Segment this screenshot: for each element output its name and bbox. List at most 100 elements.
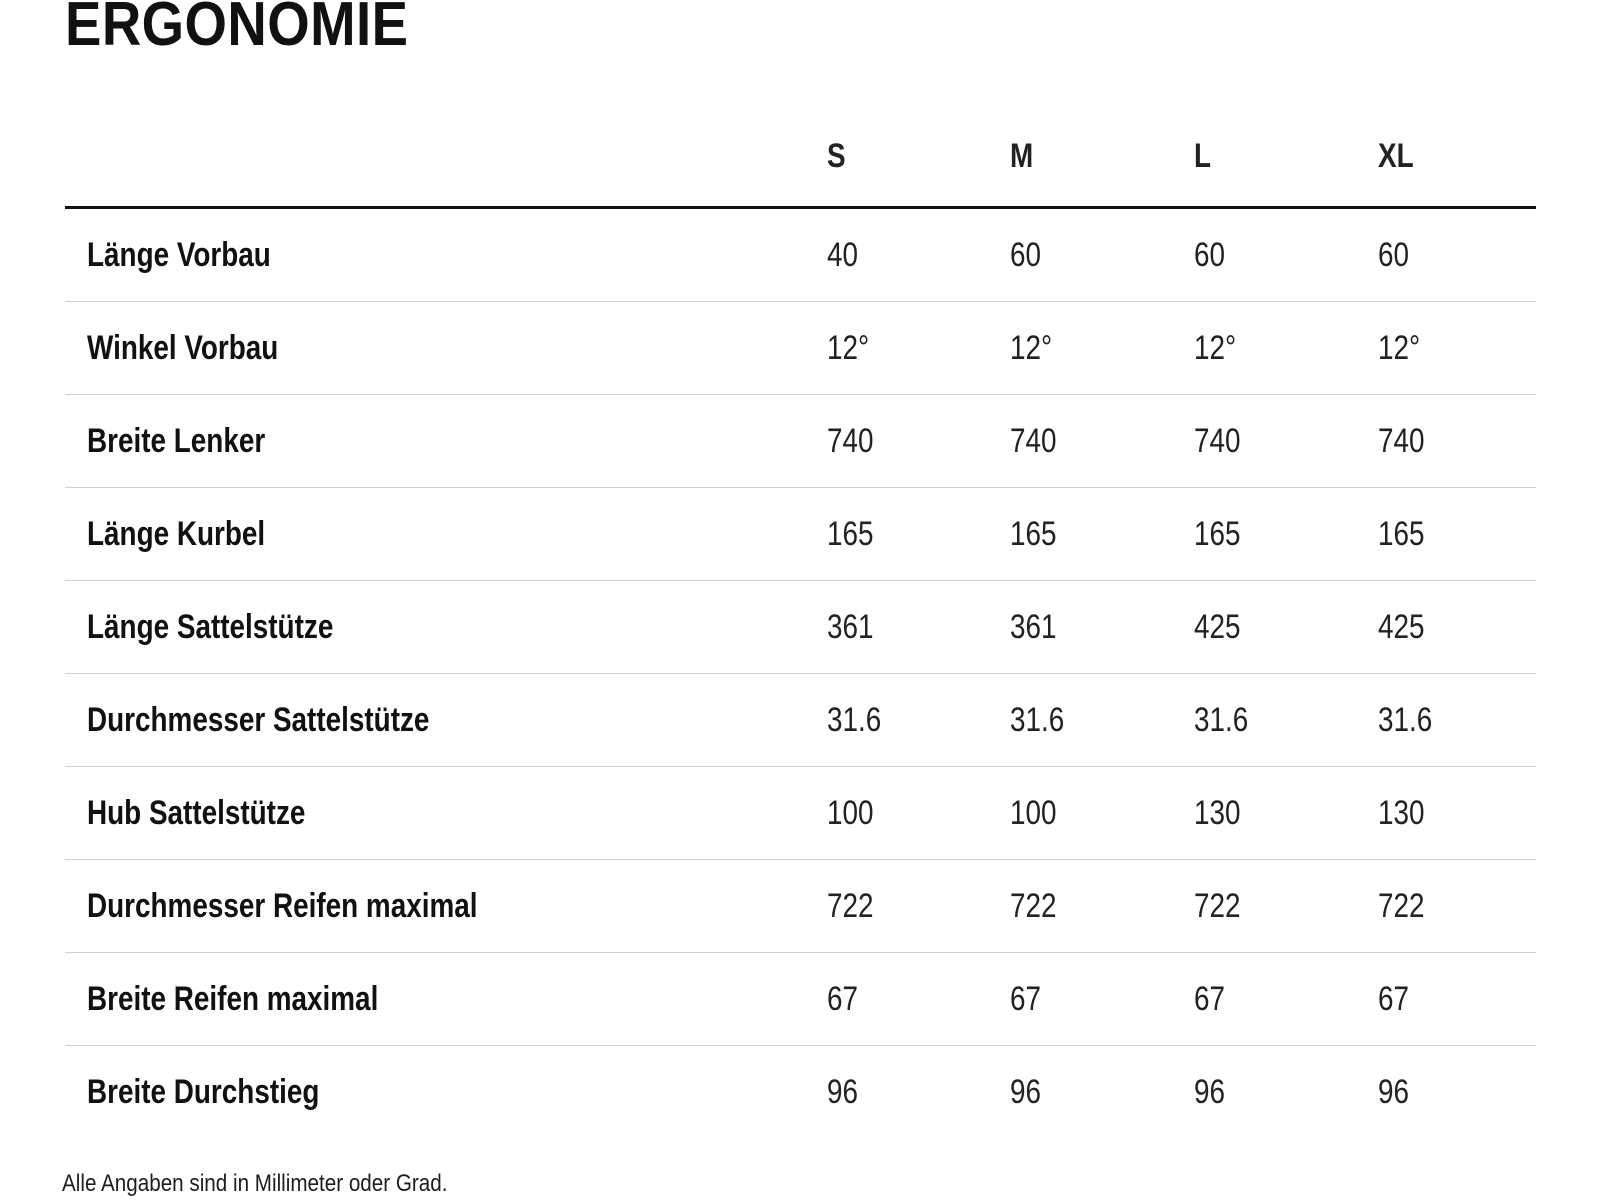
footnote-text: Alle Angaben sind in Millimeter oder Gra… bbox=[62, 1170, 448, 1197]
size-header-s: S bbox=[827, 136, 846, 175]
spec-value-m: 96 bbox=[1010, 1073, 1042, 1111]
spec-value-m: 740 bbox=[1010, 421, 1057, 460]
spec-value-cell-xl: 722 bbox=[1378, 887, 1536, 926]
spec-value-cell-xl: 60 bbox=[1378, 236, 1536, 275]
spec-value-cell-l: 165 bbox=[1194, 515, 1378, 554]
spec-label: Breite Lenker bbox=[87, 421, 266, 460]
spec-label-cell: Hub Sattelstütze bbox=[65, 794, 827, 833]
spec-value-m: 67 bbox=[1010, 979, 1042, 1018]
spec-value-l: 60 bbox=[1194, 235, 1226, 274]
spec-row: Breite Durchstieg 96 96 96 96 bbox=[65, 1046, 1536, 1139]
spec-label: Breite Reifen maximal bbox=[87, 979, 379, 1018]
spec-label-cell: Durchmesser Reifen maximal bbox=[65, 887, 827, 926]
spec-value-cell-s: 722 bbox=[827, 887, 1010, 926]
spec-label: Winkel Vorbau bbox=[87, 328, 279, 367]
spec-value-xl: 31.6 bbox=[1378, 700, 1433, 739]
spec-row: Hub Sattelstütze 100 100 130 130 bbox=[65, 767, 1536, 860]
spec-row: Durchmesser Reifen maximal 722 722 722 7… bbox=[65, 860, 1536, 953]
spec-label: Länge Sattelstütze bbox=[87, 607, 334, 646]
spec-value-m: 100 bbox=[1010, 793, 1057, 832]
spec-value-cell-m: 31.6 bbox=[1010, 701, 1194, 740]
spec-value-xl: 12° bbox=[1378, 328, 1421, 367]
spec-value-m: 361 bbox=[1010, 607, 1057, 646]
spec-value-cell-s: 361 bbox=[827, 608, 1010, 647]
spec-value-l: 130 bbox=[1194, 793, 1241, 832]
spec-value-l: 31.6 bbox=[1194, 700, 1249, 739]
spec-value-xl: 96 bbox=[1378, 1073, 1410, 1111]
spec-value-cell-m: 60 bbox=[1010, 236, 1194, 275]
spec-value-s: 96 bbox=[827, 1073, 859, 1111]
spec-value-s: 12° bbox=[827, 328, 870, 367]
spec-value-cell-l: 60 bbox=[1194, 236, 1378, 275]
spec-value-cell-l: 425 bbox=[1194, 608, 1378, 647]
spec-value-cell-m: 165 bbox=[1010, 515, 1194, 554]
spec-value-cell-s: 96 bbox=[827, 1073, 1010, 1112]
spec-value-m: 12° bbox=[1010, 328, 1053, 367]
ergonomics-table: S M L XL Länge Vorbau 40 60 60 60 Winkel… bbox=[65, 106, 1536, 1139]
footnote: Alle Angaben sind in Millimeter oder Gra… bbox=[62, 1170, 1600, 1198]
spec-row: Länge Kurbel 165 165 165 165 bbox=[65, 488, 1536, 581]
spec-value-l: 425 bbox=[1194, 607, 1241, 646]
spec-row: Winkel Vorbau 12° 12° 12° 12° bbox=[65, 302, 1536, 395]
spec-value-s: 40 bbox=[827, 235, 859, 274]
size-header-cell-l: L bbox=[1194, 137, 1378, 176]
spec-value-s: 31.6 bbox=[827, 700, 882, 739]
spec-value-cell-s: 40 bbox=[827, 236, 1010, 275]
spec-value-cell-l: 740 bbox=[1194, 422, 1378, 461]
spec-label-cell: Durchmesser Sattelstütze bbox=[65, 701, 827, 740]
spec-label: Durchmesser Reifen maximal bbox=[87, 886, 478, 925]
spec-value-cell-s: 67 bbox=[827, 980, 1010, 1019]
spec-row: Breite Lenker 740 740 740 740 bbox=[65, 395, 1536, 488]
spec-row: Länge Sattelstütze 361 361 425 425 bbox=[65, 581, 1536, 674]
spec-value-cell-m: 96 bbox=[1010, 1073, 1194, 1112]
spec-label: Länge Kurbel bbox=[87, 514, 266, 553]
spec-label-cell: Breite Lenker bbox=[65, 422, 827, 461]
size-header-cell-s: S bbox=[827, 137, 1010, 176]
spec-value-cell-l: 31.6 bbox=[1194, 701, 1378, 740]
spec-value-cell-l: 130 bbox=[1194, 794, 1378, 833]
spec-value-cell-s: 31.6 bbox=[827, 701, 1010, 740]
spec-label: Durchmesser Sattelstütze bbox=[87, 700, 430, 739]
spec-value-cell-m: 12° bbox=[1010, 329, 1194, 368]
spec-label-cell: Länge Vorbau bbox=[65, 236, 827, 275]
spec-value-s: 67 bbox=[827, 979, 859, 1018]
spec-label: Länge Vorbau bbox=[87, 235, 271, 274]
spec-value-l: 740 bbox=[1194, 421, 1241, 460]
spec-value-xl: 722 bbox=[1378, 886, 1425, 925]
spec-value-cell-xl: 67 bbox=[1378, 980, 1536, 1019]
spec-label: Hub Sattelstütze bbox=[87, 793, 306, 832]
spec-label-cell: Breite Durchstieg bbox=[65, 1073, 827, 1112]
spec-label-cell: Länge Sattelstütze bbox=[65, 608, 827, 647]
spec-value-s: 722 bbox=[827, 886, 874, 925]
spec-value-cell-l: 96 bbox=[1194, 1073, 1378, 1112]
spec-row: Durchmesser Sattelstütze 31.6 31.6 31.6 … bbox=[65, 674, 1536, 767]
spec-value-xl: 165 bbox=[1378, 514, 1425, 553]
page-title-text: ERGONOMIE bbox=[65, 0, 409, 59]
spec-value-xl: 67 bbox=[1378, 979, 1410, 1018]
spec-value-cell-m: 361 bbox=[1010, 608, 1194, 647]
spec-value-cell-xl: 96 bbox=[1378, 1073, 1536, 1112]
size-header-xl: XL bbox=[1378, 136, 1414, 175]
size-header-cell-xl: XL bbox=[1378, 137, 1536, 176]
spec-value-l: 12° bbox=[1194, 328, 1237, 367]
spec-value-m: 722 bbox=[1010, 886, 1057, 925]
spec-row: Breite Reifen maximal 67 67 67 67 bbox=[65, 953, 1536, 1046]
spec-value-xl: 130 bbox=[1378, 793, 1425, 832]
spec-value-cell-xl: 12° bbox=[1378, 329, 1536, 368]
size-header-cell-m: M bbox=[1010, 137, 1194, 176]
spec-value-m: 31.6 bbox=[1010, 700, 1065, 739]
spec-value-s: 100 bbox=[827, 793, 874, 832]
spec-value-cell-s: 165 bbox=[827, 515, 1010, 554]
spec-value-cell-l: 12° bbox=[1194, 329, 1378, 368]
spec-value-l: 722 bbox=[1194, 886, 1241, 925]
spec-value-cell-m: 722 bbox=[1010, 887, 1194, 926]
spec-row: Länge Vorbau 40 60 60 60 bbox=[65, 209, 1536, 302]
spec-value-l: 165 bbox=[1194, 514, 1241, 553]
spec-label-cell: Winkel Vorbau bbox=[65, 329, 827, 368]
page-title: ERGONOMIE bbox=[65, 0, 1600, 56]
spec-label-cell: Länge Kurbel bbox=[65, 515, 827, 554]
spec-value-cell-l: 67 bbox=[1194, 980, 1378, 1019]
spec-value-s: 361 bbox=[827, 607, 874, 646]
spec-value-cell-s: 740 bbox=[827, 422, 1010, 461]
spec-table-body: Länge Vorbau 40 60 60 60 Winkel Vorbau 1… bbox=[65, 209, 1536, 1139]
